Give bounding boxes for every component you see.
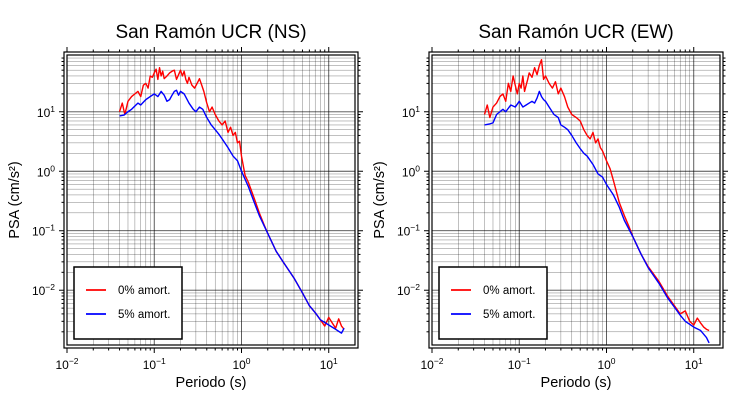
chart-title: San Ramón UCR (EW): [478, 22, 673, 43]
x-axis-label: Periodo (s): [176, 375, 247, 391]
chart-panel-2: 10−2 10−1 100 101 10−2 10−1 100 101 San Ramón UC…: [372, 22, 728, 391]
y-axis-label: PSA (cm/s²): [372, 161, 388, 238]
y-tick-label: 101: [402, 104, 420, 120]
x-tick-label: 10−2: [55, 356, 78, 372]
chart-title: San Ramón UCR (NS): [115, 22, 306, 43]
plot-frame-outer: [63, 51, 359, 349]
y-tick-label: 10−2: [32, 282, 55, 298]
y-tick-label: 10−1: [32, 223, 55, 239]
chart-panel-1: 10−2 10−1 100 101 10−2 10−1 100 101 San Ramón UC…: [7, 22, 363, 391]
legend-label: 5% amort.: [483, 309, 535, 321]
y-tick-label: 101: [37, 104, 55, 120]
x-tick-label: 10−1: [143, 356, 166, 372]
x-tick-label: 100: [232, 356, 250, 372]
x-tick-label: 101: [685, 356, 703, 372]
x-axis-label: Periodo (s): [541, 375, 612, 391]
legend-box: [73, 266, 183, 340]
x-tick-label: 101: [320, 356, 338, 372]
x-tick-label: 10−2: [420, 356, 443, 372]
series-line-undamped: [483, 59, 710, 332]
plot-frame-outer: [428, 51, 724, 349]
legend: 0% amort. 5% amort.: [73, 266, 183, 340]
grid: [432, 55, 720, 345]
plot-frame: [66, 54, 356, 346]
series-line-damped: [119, 89, 345, 334]
x-tick-label: 10−1: [508, 356, 531, 372]
legend-label: 0% amort.: [118, 285, 170, 297]
y-tick-label: 10−1: [397, 223, 420, 239]
legend-label: 5% amort.: [118, 309, 170, 321]
series-line-damped: [484, 90, 710, 344]
y-axis-label: PSA (cm/s²): [7, 161, 23, 238]
y-tick-label: 100: [402, 163, 420, 179]
legend-label: 0% amort.: [483, 285, 535, 297]
x-tick-label: 100: [597, 356, 615, 372]
legend: 0% amort. 5% amort.: [438, 266, 548, 340]
legend-box: [438, 266, 548, 340]
y-tick-label: 10−2: [397, 282, 420, 298]
y-tick-label: 100: [37, 163, 55, 179]
plot-frame: [431, 54, 721, 346]
